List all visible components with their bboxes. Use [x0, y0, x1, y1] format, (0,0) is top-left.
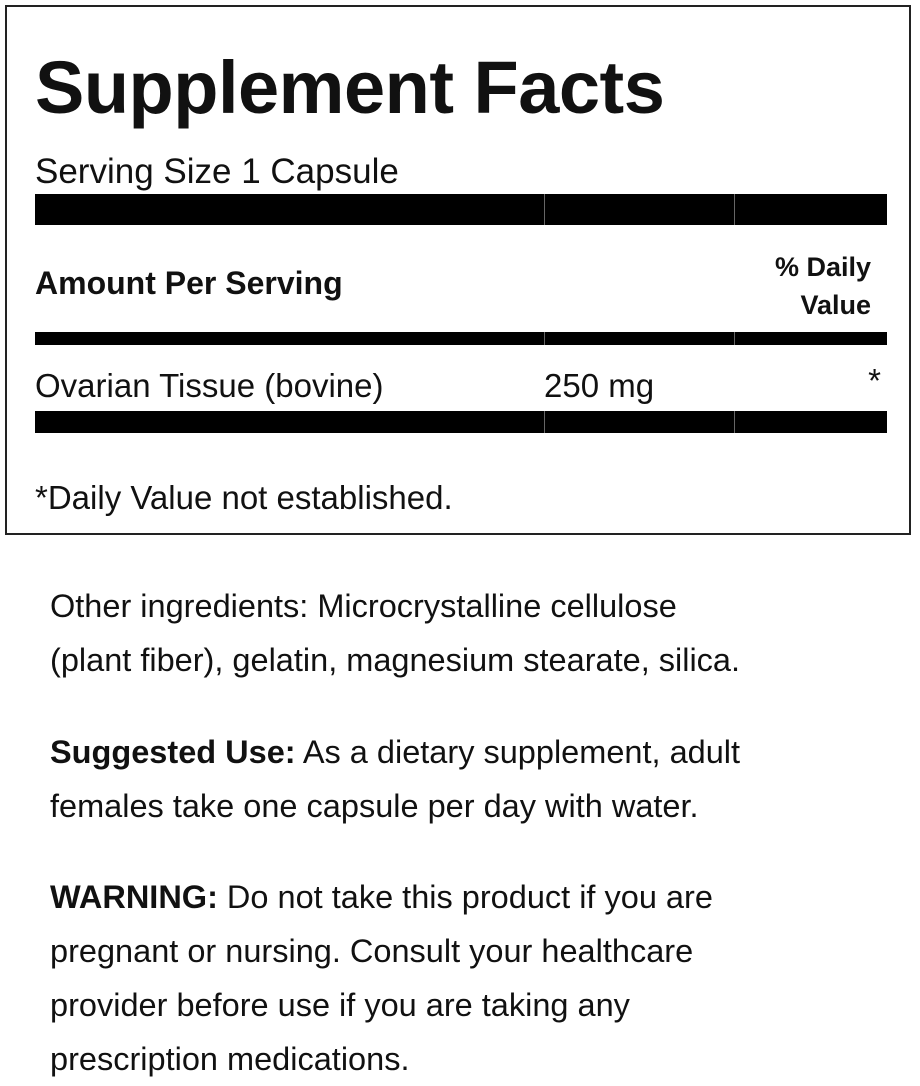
warning-label: WARNING:	[50, 879, 218, 915]
warning-text: Do not take this product if you are	[217, 879, 713, 915]
supplement-facts-panel: Supplement Facts Serving Size 1 Capsule …	[5, 5, 911, 535]
suggested-use-line2: females take one capsule per day with wa…	[50, 788, 699, 824]
daily-value-header: % Daily Value	[775, 248, 871, 324]
suggested-use-text: As a dietary supplement, adult	[295, 734, 741, 770]
thick-divider	[35, 194, 887, 225]
medium-divider	[35, 332, 887, 345]
daily-value-header-line1: % Daily	[774, 252, 871, 282]
footnote: *Daily Value not established.	[35, 479, 453, 516]
panel-title: Supplement Facts	[35, 46, 665, 129]
serving-size: Serving Size 1 Capsule	[35, 152, 399, 191]
other-ingredients: Other ingredients: Microcrystalline cell…	[50, 579, 910, 687]
ingredient-amount: 250 mg	[544, 367, 655, 404]
other-ingredients-line1: Other ingredients: Microcrystalline cell…	[50, 588, 677, 624]
warning: WARNING: Do not take this product if you…	[50, 870, 910, 1086]
suggested-use-label: Suggested Use:	[50, 734, 296, 770]
other-ingredients-line2: (plant fiber), gelatin, magnesium steara…	[50, 642, 741, 678]
thick-divider-bottom	[35, 411, 887, 433]
daily-value-header-line2: Value	[800, 290, 871, 320]
ingredient-daily-value: *	[868, 362, 881, 399]
warning-line3: provider before use if you are taking an…	[50, 987, 630, 1023]
ingredient-name: Ovarian Tissue (bovine)	[35, 367, 384, 404]
amount-per-serving-header: Amount Per Serving	[35, 265, 343, 301]
warning-line4: prescription medications.	[50, 1041, 410, 1077]
suggested-use: Suggested Use: As a dietary supplement, …	[50, 725, 910, 833]
warning-line2: pregnant or nursing. Consult your health…	[50, 933, 694, 969]
